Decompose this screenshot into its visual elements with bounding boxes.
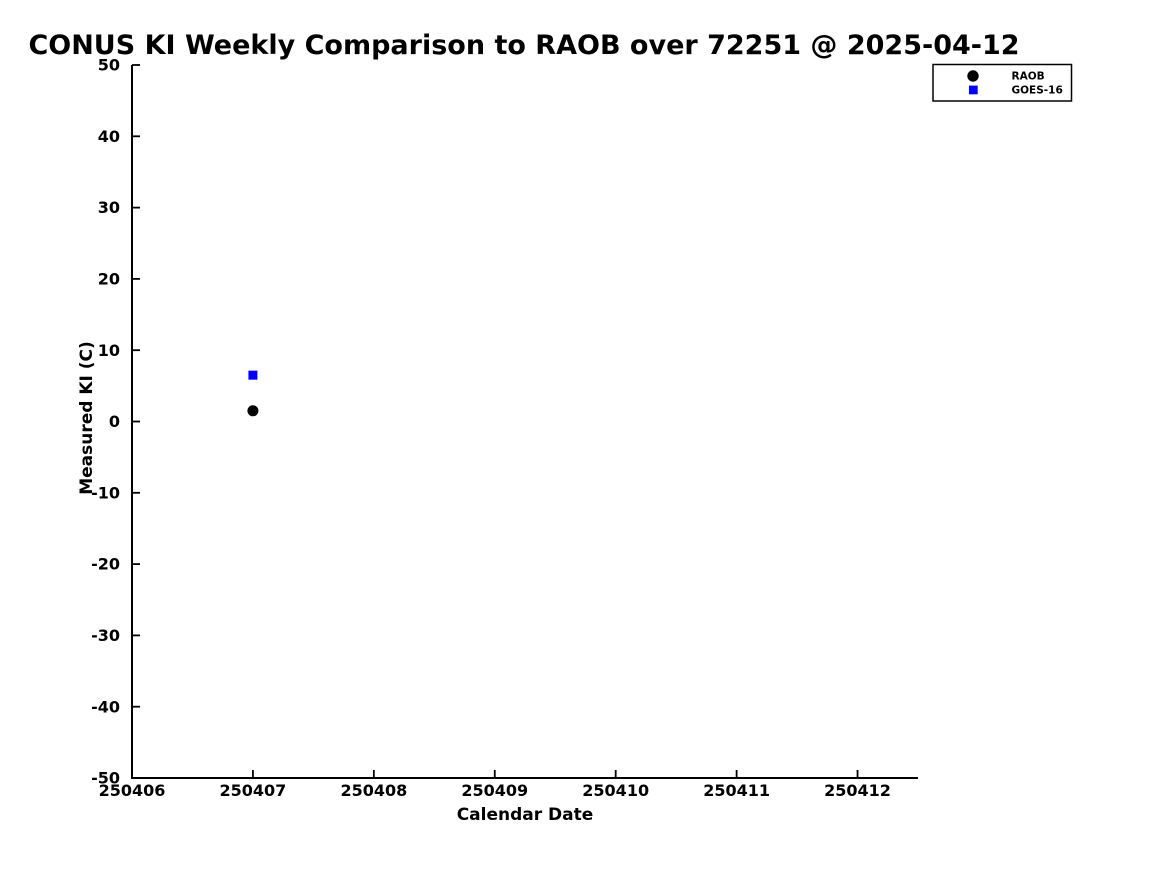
data-point-raob [247, 405, 259, 417]
y-tick-label: 10 [98, 341, 120, 360]
y-tick-label: -20 [91, 555, 120, 574]
y-tick-label: 40 [98, 127, 120, 146]
y-tick-label: 30 [98, 198, 120, 217]
x-tick-label: 250409 [461, 781, 528, 800]
legend-marker-goes16-square-icon [969, 85, 978, 95]
x-tick-label: 250407 [220, 781, 287, 800]
x-tick-label: 250408 [340, 781, 407, 800]
y-tick-label: 20 [98, 270, 120, 289]
y-tick-label: -50 [91, 769, 120, 788]
x-tick-label: 250410 [582, 781, 649, 800]
data-point-goes-16 [248, 370, 258, 380]
x-tick-label: 250412 [824, 781, 891, 800]
chart-title: CONUS KI Weekly Comparison to RAOB over … [28, 30, 1019, 61]
y-tick-label: 0 [109, 412, 120, 431]
y-tick-label: 50 [98, 56, 120, 75]
legend-label-raob: RAOB [1012, 71, 1045, 83]
x-tick-label: 250411 [703, 781, 770, 800]
legend-box [932, 63, 1073, 102]
legend: RAOB GOES-16 [932, 63, 1073, 102]
legend-marker-raob-circle-icon [967, 70, 979, 82]
y-tick-label: -10 [91, 483, 120, 502]
x-tick-label: 250406 [99, 781, 166, 800]
legend-label-goes16: GOES-16 [1012, 85, 1063, 97]
points-layer [247, 370, 259, 417]
y-axis-label: Measured KI (C) [77, 341, 97, 495]
x-axis-label: Calendar Date [457, 805, 594, 825]
y-tick-label: -30 [91, 626, 120, 645]
y-tick-label: -40 [91, 697, 120, 716]
